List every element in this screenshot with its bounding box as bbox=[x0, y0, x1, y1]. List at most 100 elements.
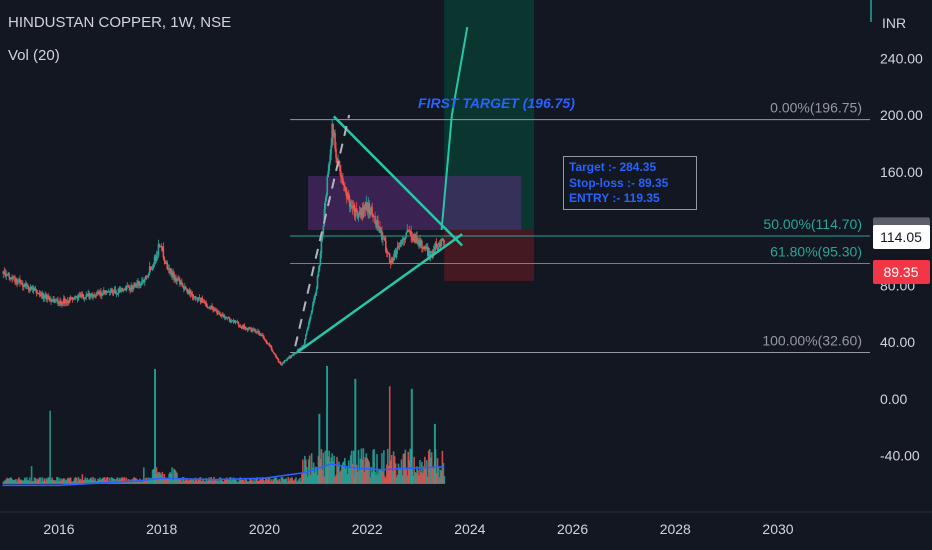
candle-body bbox=[277, 358, 280, 363]
volume-bar bbox=[93, 480, 95, 484]
volume-bar bbox=[194, 477, 197, 484]
candle-body bbox=[290, 356, 292, 358]
candle-body bbox=[309, 314, 312, 320]
volume-bar bbox=[244, 477, 247, 484]
volume-bar bbox=[198, 477, 201, 484]
volume-bar bbox=[48, 477, 50, 484]
volume-bar bbox=[423, 466, 425, 484]
volume-bar bbox=[16, 481, 18, 484]
volume-bar bbox=[316, 474, 319, 484]
candle-body bbox=[15, 278, 17, 283]
candle-body bbox=[117, 288, 120, 294]
candle-body bbox=[407, 229, 410, 231]
volume-bar bbox=[70, 481, 73, 484]
candle-body bbox=[102, 293, 104, 295]
volume-bar bbox=[436, 458, 439, 484]
candle-body bbox=[17, 281, 19, 284]
volume-bar bbox=[199, 477, 202, 484]
candle-body bbox=[287, 358, 290, 360]
trade-info-box[interactable]: Target :- 284.35 Stop-loss :- 89.35 ENTR… bbox=[563, 156, 697, 210]
candle-body bbox=[48, 297, 50, 300]
candle-body bbox=[69, 297, 72, 299]
candle-body bbox=[146, 275, 149, 277]
volume-bar bbox=[155, 467, 158, 484]
candle-body bbox=[21, 283, 23, 285]
volume-bar bbox=[91, 479, 93, 484]
volume-bar bbox=[215, 479, 217, 484]
candle-body bbox=[223, 315, 225, 318]
candle-body bbox=[361, 208, 364, 218]
candle-body bbox=[389, 262, 392, 264]
candle-body bbox=[160, 246, 163, 248]
candle-body bbox=[231, 320, 234, 322]
volume-bar bbox=[191, 479, 194, 484]
candle-body bbox=[431, 251, 434, 255]
volume-bar bbox=[437, 467, 440, 484]
volume-bar bbox=[424, 456, 426, 484]
candle-body bbox=[45, 294, 48, 300]
volume-bar bbox=[361, 459, 364, 484]
candle-body bbox=[10, 278, 12, 280]
candle-body bbox=[410, 231, 412, 237]
volume-bar bbox=[36, 478, 39, 484]
volume-bar bbox=[21, 480, 23, 484]
candle-body bbox=[57, 300, 59, 304]
candle-body bbox=[90, 293, 92, 296]
volume-bar bbox=[207, 478, 210, 484]
candle-body bbox=[197, 297, 200, 301]
volume-bar bbox=[311, 467, 314, 484]
candle-body bbox=[332, 123, 334, 137]
volume-bar bbox=[432, 469, 435, 484]
candle-body bbox=[149, 266, 152, 270]
volume-bar bbox=[184, 480, 186, 484]
volume-bar bbox=[245, 479, 248, 484]
candle-body bbox=[373, 216, 375, 218]
candle-body bbox=[224, 317, 226, 319]
candle-body bbox=[425, 246, 428, 249]
volume-bar bbox=[379, 469, 381, 484]
volume-bar bbox=[164, 479, 167, 484]
volume-bar bbox=[102, 477, 104, 484]
candle-body bbox=[140, 283, 142, 285]
candle-body bbox=[92, 295, 94, 298]
volume-bar bbox=[32, 481, 35, 484]
candle-body bbox=[153, 256, 156, 264]
candle-body bbox=[170, 268, 172, 272]
candle-body bbox=[383, 237, 385, 239]
volume-bar bbox=[339, 472, 341, 484]
volume-bar bbox=[89, 478, 91, 484]
candle-body bbox=[382, 238, 384, 241]
volume-bar bbox=[64, 480, 67, 484]
volume-bar bbox=[148, 479, 151, 484]
candle-body bbox=[185, 289, 188, 291]
candle-body bbox=[295, 353, 297, 355]
volume-bar bbox=[129, 481, 131, 484]
candle-body bbox=[318, 264, 321, 271]
candle-body bbox=[8, 273, 10, 278]
volume-bar bbox=[237, 481, 240, 484]
volume-bar bbox=[101, 478, 103, 484]
volume-bar bbox=[303, 472, 305, 484]
x-tick-label: 2018 bbox=[146, 521, 177, 537]
candle-body bbox=[420, 240, 422, 247]
volume-bar bbox=[388, 386, 391, 484]
volume-bar bbox=[345, 466, 348, 484]
candle-body bbox=[274, 354, 277, 357]
candle-body bbox=[204, 302, 207, 304]
candle-body bbox=[311, 305, 314, 311]
volume-bar bbox=[180, 478, 182, 484]
volume-bar bbox=[375, 475, 377, 484]
candle-body bbox=[435, 243, 438, 249]
candle-body bbox=[143, 280, 145, 283]
candle-body bbox=[108, 291, 111, 293]
candle-body bbox=[94, 295, 96, 297]
volume-bar bbox=[415, 473, 417, 484]
volume-bar bbox=[381, 453, 383, 484]
candle-body bbox=[335, 148, 337, 158]
volume-bar bbox=[371, 472, 373, 484]
volume-bar bbox=[113, 478, 116, 484]
volume-indicator-label: Vol (20) bbox=[8, 47, 60, 64]
candle-body bbox=[421, 240, 423, 249]
